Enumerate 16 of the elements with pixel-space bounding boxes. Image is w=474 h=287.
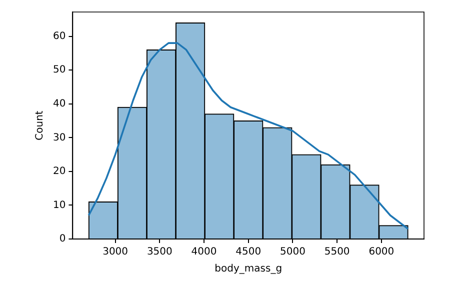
x-tick-label: 4000 [191, 246, 217, 258]
x-tick-label: 3500 [146, 246, 172, 258]
x-tick-label: 5500 [324, 246, 350, 258]
y-tick-label: 60 [52, 30, 66, 42]
y-axis-title: Count [34, 110, 46, 140]
x-tick-label: 5000 [280, 246, 306, 258]
y-tick-label: 0 [59, 234, 66, 245]
y-tick-label: 30 [52, 132, 66, 144]
x-axis-title: body_mass_g [214, 264, 282, 275]
y-tick-label: 10 [52, 200, 66, 211]
x-tick-label: 3000 [102, 246, 128, 258]
y-tick-label: 40 [52, 98, 66, 110]
y-tick-label: 50 [52, 64, 66, 76]
x-tick-label: 6000 [368, 246, 394, 258]
y-tick-label: 20 [52, 166, 66, 178]
x-tick-label: 4500 [236, 246, 262, 258]
